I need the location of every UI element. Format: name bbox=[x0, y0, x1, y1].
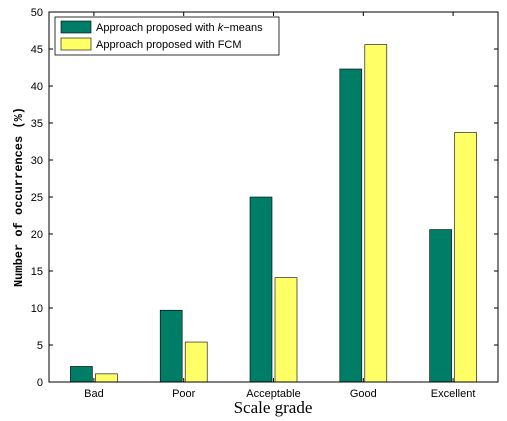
y-tick-label: 35 bbox=[31, 118, 43, 130]
bars-layer bbox=[70, 44, 477, 383]
bar-kmeans-bad bbox=[70, 366, 93, 383]
x-axis: Bad Poor Acceptable Good Excellent bbox=[84, 12, 475, 400]
legend-swatch-fcm bbox=[60, 37, 92, 51]
bar-kmeans-poor bbox=[159, 309, 183, 383]
x-tick-label: Acceptable bbox=[246, 388, 300, 400]
y-tick-label: 0 bbox=[37, 377, 43, 389]
bar-kmeans-acceptable bbox=[249, 196, 273, 383]
legend-label-kmeans-prefix: Approach proposed with bbox=[96, 22, 218, 34]
y-tick-label: 15 bbox=[31, 266, 43, 278]
x-tick-label: Excellent bbox=[431, 388, 476, 400]
y-axis: 0 5 10 15 20 25 30 35 40 45 50 bbox=[31, 7, 498, 389]
bar-kmeans-excellent bbox=[429, 229, 452, 383]
y-tick-label: 45 bbox=[31, 44, 43, 56]
bar-fcm-bad bbox=[95, 373, 118, 383]
x-tick-label: Bad bbox=[84, 388, 104, 400]
bar-fcm-acceptable bbox=[274, 277, 298, 383]
bar-kmeans-good bbox=[339, 68, 363, 383]
y-tick-label: 30 bbox=[31, 155, 43, 167]
legend-swatch-kmeans bbox=[60, 20, 92, 34]
bar-fcm-excellent bbox=[454, 132, 477, 383]
bar-fcm-good bbox=[364, 44, 388, 383]
bar-fcm-poor bbox=[184, 341, 208, 383]
y-tick-label: 5 bbox=[37, 340, 43, 352]
legend-label-kmeans-var: k bbox=[218, 22, 224, 34]
x-tick-label: Good bbox=[350, 388, 377, 400]
legend: Approach proposed with k−means Approach … bbox=[54, 16, 280, 56]
x-axis-label: Scale grade bbox=[234, 398, 313, 417]
y-tick-label: 10 bbox=[31, 303, 43, 315]
legend-label-fcm: Approach proposed with FCM bbox=[96, 39, 242, 51]
y-tick-label: 50 bbox=[31, 7, 43, 19]
y-tick-label: 20 bbox=[31, 229, 43, 241]
y-tick-label: 25 bbox=[31, 192, 43, 204]
y-tick-label: 40 bbox=[31, 81, 43, 93]
legend-label-kmeans: Approach proposed with k−means bbox=[96, 22, 263, 34]
legend-label-kmeans-suffix: −means bbox=[223, 22, 263, 34]
legend-box bbox=[54, 16, 280, 56]
y-axis-label: Number of occurrences (%) bbox=[12, 107, 26, 287]
x-tick-label: Poor bbox=[172, 388, 196, 400]
